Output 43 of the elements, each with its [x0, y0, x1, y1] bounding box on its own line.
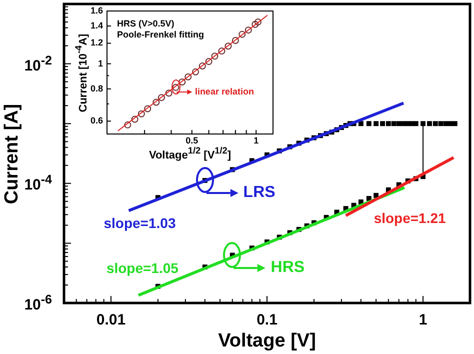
point: [152, 98, 160, 106]
annotation: Poole-Frenkel fitting: [117, 30, 204, 40]
point: [224, 42, 232, 50]
point: [158, 94, 165, 102]
x-tick-label: 1: [418, 312, 428, 328]
point: [205, 58, 212, 66]
point: [124, 121, 132, 128]
point: [131, 116, 138, 123]
y-tick-label: 1.4: [90, 20, 103, 30]
y-tick-label: 1.2: [90, 38, 103, 48]
point: [232, 37, 239, 44]
point: [252, 20, 259, 28]
point: [138, 110, 145, 118]
y-tick-label: 1: [98, 58, 103, 68]
y-tick-label: 1.6: [90, 6, 103, 16]
point: [178, 78, 186, 86]
x-tick-label: 0.1: [256, 312, 278, 328]
y-tick-label: 10$^{-2}$: [24, 53, 52, 74]
x-axis-title: Voltage [V]: [218, 330, 316, 352]
annotation: HRS (V>0.5V): [117, 18, 174, 28]
series-label: slope=1.03: [104, 214, 176, 231]
point: [198, 62, 206, 70]
point: [244, 26, 252, 34]
point: [192, 68, 200, 76]
point: [144, 105, 152, 112]
y-tick-label: 10$^{-6}$: [24, 292, 52, 314]
series-label: slope=1.21: [374, 210, 446, 226]
y-tick-label: 0.6: [90, 116, 103, 126]
series-label: slope=1.05: [106, 260, 178, 276]
x-tick-label: 0.5: [186, 136, 198, 146]
annotation: linear relation: [194, 86, 254, 97]
annotation: HRS: [270, 259, 305, 276]
y-tick-label: 0.8: [90, 83, 103, 94]
y-axis-title: Current [A]: [2, 103, 22, 204]
point: [238, 30, 246, 38]
x-axis-title: Voltage$^{1/2}$ [V$^{1/2}$]: [148, 146, 232, 162]
point: [218, 48, 226, 55]
point: [184, 73, 192, 80]
annotation: LRS: [243, 184, 276, 202]
y-tick-label: 10$^{-4}$: [24, 172, 52, 194]
point: [211, 52, 218, 60]
point: [165, 90, 172, 97]
x-tick-label: 0.01: [96, 312, 126, 328]
